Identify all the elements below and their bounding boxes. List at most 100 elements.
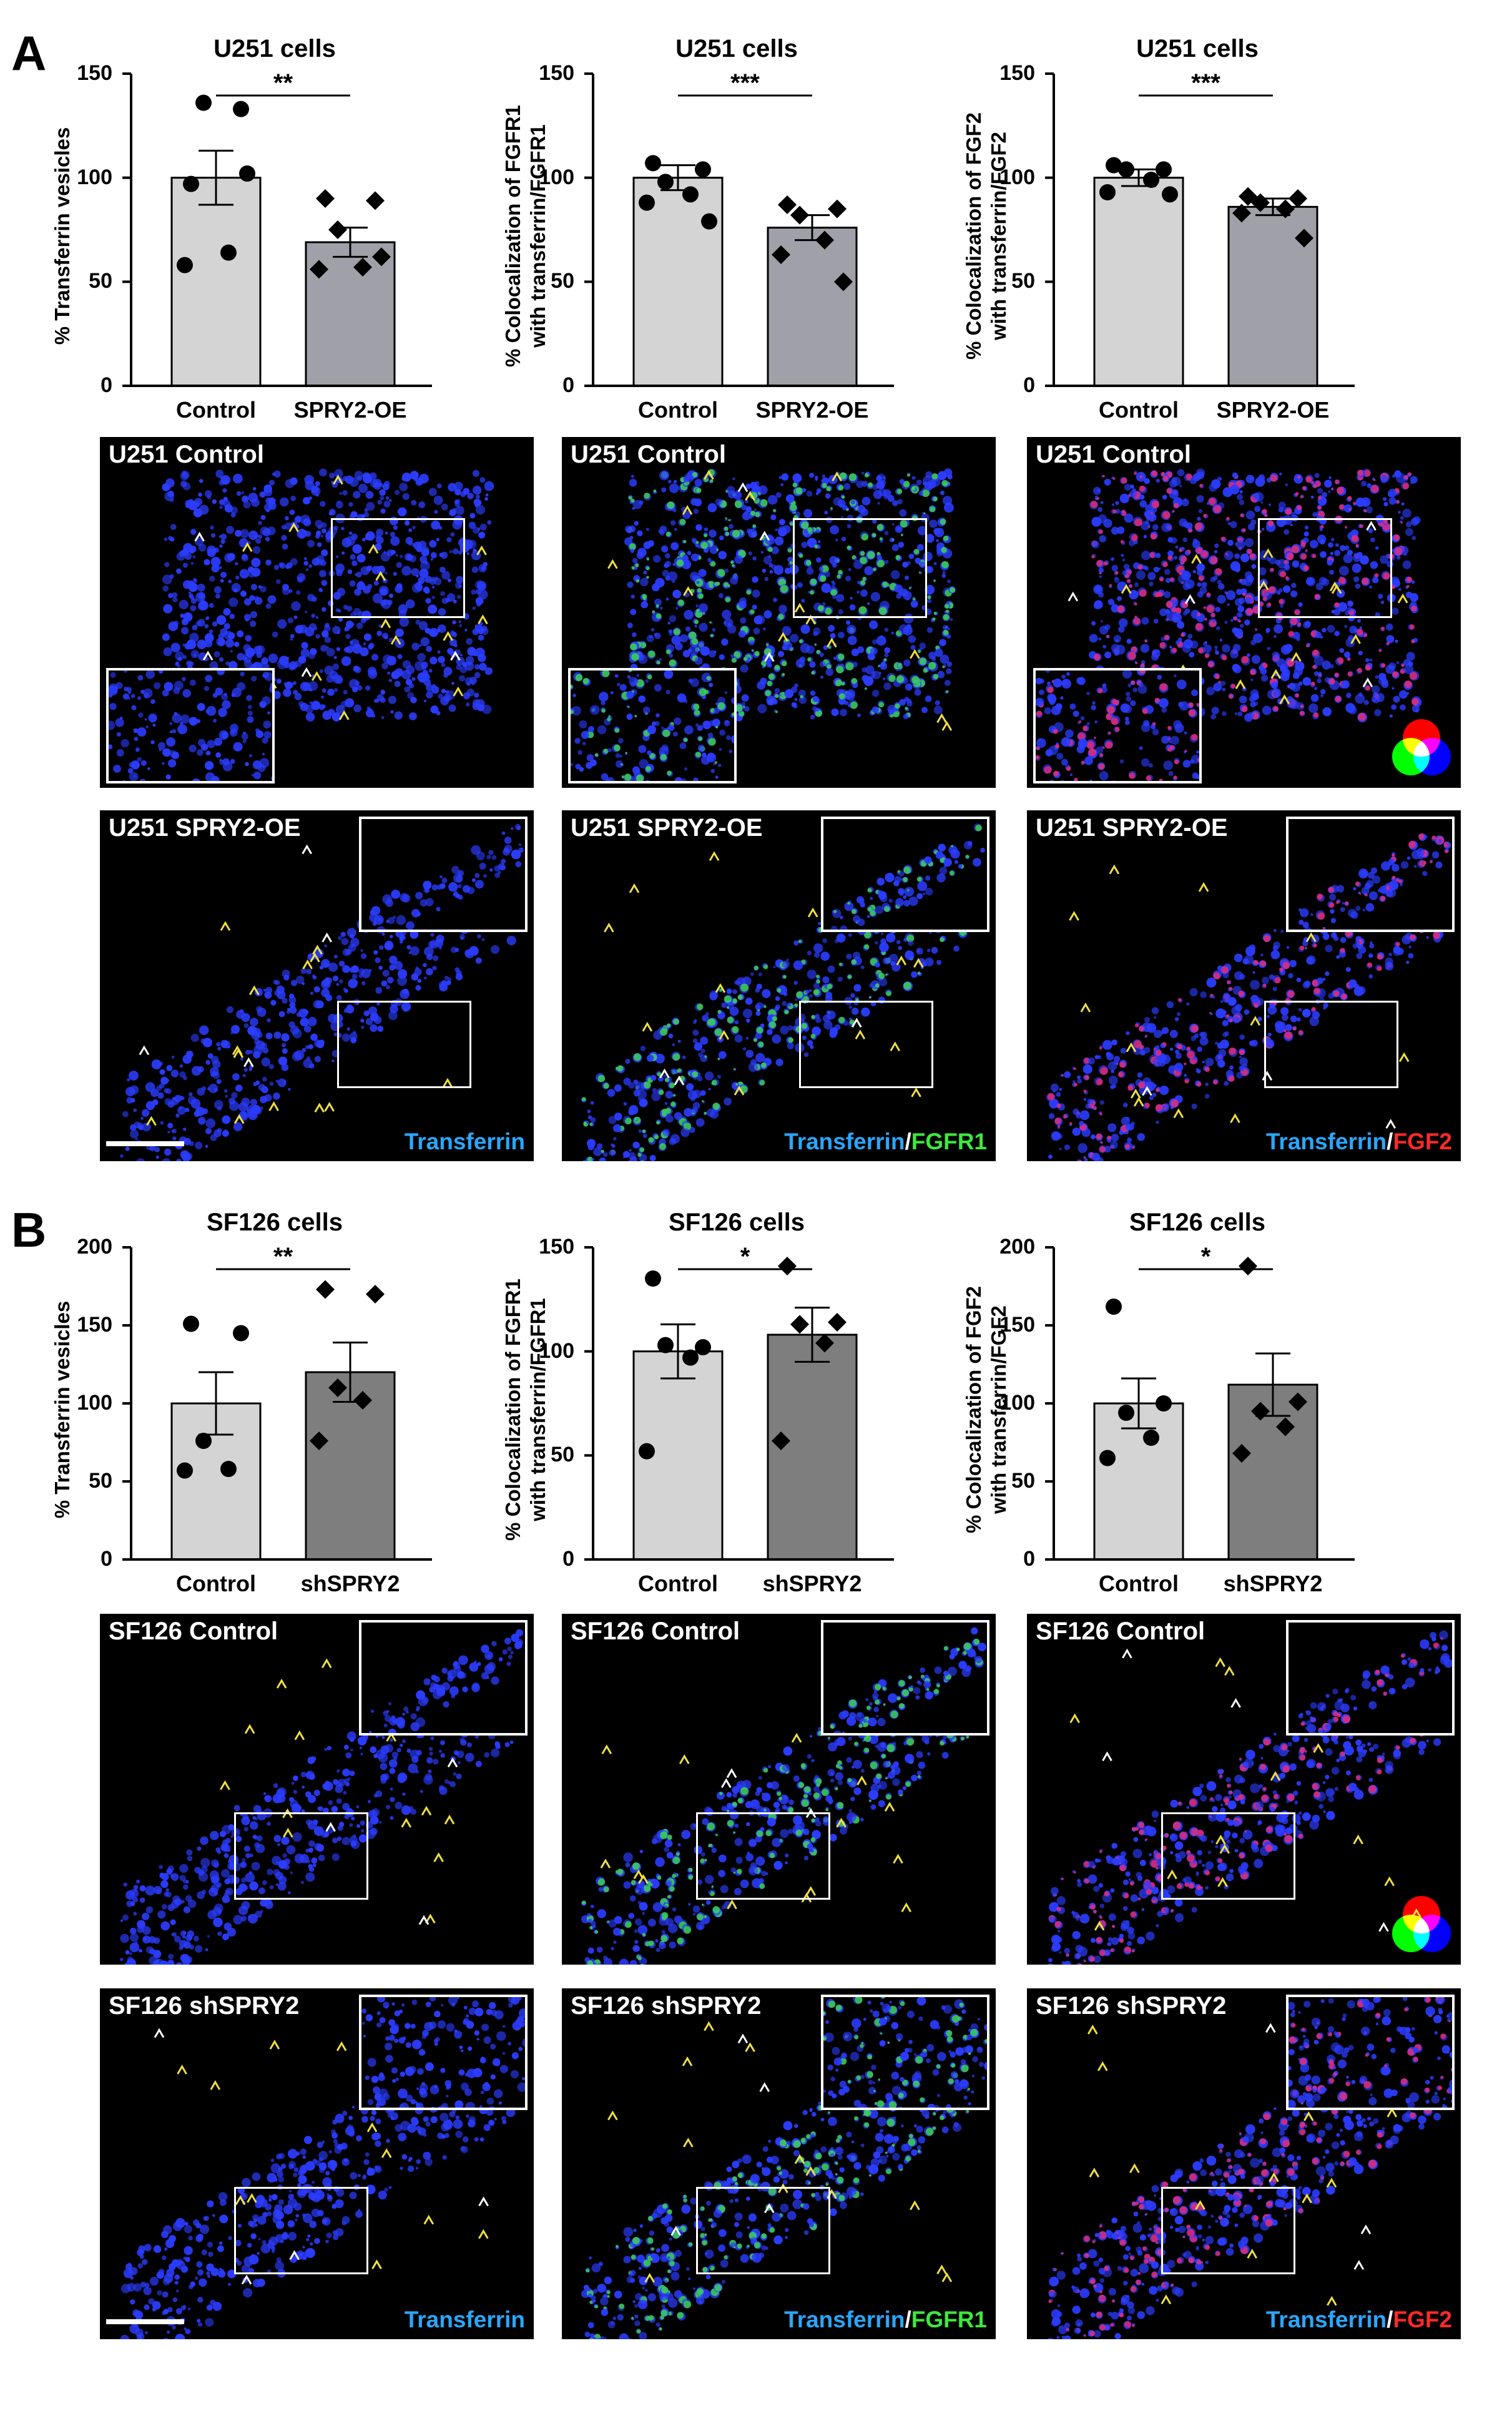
arrowhead-marker bbox=[1247, 2249, 1258, 2259]
arrowhead-marker bbox=[390, 634, 401, 645]
y-tick-label: 100 bbox=[77, 165, 112, 189]
data-point-treatment bbox=[1232, 1444, 1251, 1463]
data-point-treatment bbox=[310, 1431, 328, 1450]
arrowhead-marker bbox=[1303, 2111, 1314, 2121]
arrowhead-marker bbox=[674, 1075, 685, 1086]
arrowhead-marker bbox=[294, 1730, 305, 1741]
data-point-control bbox=[233, 1325, 249, 1342]
zoom-inset bbox=[106, 668, 275, 783]
arrowhead-marker bbox=[827, 637, 837, 648]
arrowhead-marker bbox=[371, 2259, 382, 2269]
caption-fgf2: FGF2 bbox=[1393, 1129, 1452, 1154]
arrowhead-marker bbox=[433, 1852, 444, 1862]
caption-separator: / bbox=[1387, 2307, 1393, 2332]
inset-signal bbox=[571, 670, 734, 781]
y-axis-label-line2: with transferrin/FGFR1 bbox=[526, 1298, 549, 1521]
x-category-label: Control bbox=[638, 1571, 718, 1596]
arrowhead-marker bbox=[1173, 1108, 1184, 1119]
microscopy-image: SF126 shSPRY2 Transferrin/FGFR1 bbox=[562, 1988, 996, 2339]
arrowhead-marker bbox=[1302, 2193, 1312, 2204]
y-tick-label: 150 bbox=[539, 61, 574, 85]
x-category-label: shSPRY2 bbox=[762, 1571, 862, 1596]
y-axis-label: % Colocalization of FGFR1 with transferri… bbox=[501, 61, 551, 411]
data-point-control bbox=[195, 1433, 212, 1449]
arrowhead-marker bbox=[679, 1754, 690, 1764]
arrowhead-marker bbox=[1122, 1648, 1132, 1659]
arrowhead-marker bbox=[146, 1116, 157, 1126]
data-point-treatment bbox=[790, 1315, 809, 1334]
data-point-control bbox=[682, 1349, 699, 1366]
arrowhead-marker bbox=[1129, 2163, 1140, 2174]
arrowhead-marker bbox=[704, 2021, 714, 2031]
region-of-interest-box bbox=[799, 1001, 933, 1088]
arrowhead-marker bbox=[682, 2056, 693, 2066]
arrowhead-marker bbox=[1133, 1096, 1144, 1107]
arrowhead-marker bbox=[607, 559, 618, 569]
y-tick-label: 150 bbox=[999, 61, 1035, 85]
data-point-treatment bbox=[828, 1313, 847, 1332]
channel-caption: Transferrin bbox=[405, 1129, 525, 1155]
arrowhead-marker bbox=[807, 907, 818, 918]
y-tick-label: 50 bbox=[551, 1443, 574, 1467]
y-tick-label: 0 bbox=[562, 1547, 574, 1571]
arrowhead-marker bbox=[443, 631, 453, 641]
arrowhead-marker bbox=[764, 652, 775, 662]
arrowhead-marker bbox=[235, 2195, 246, 2206]
image-label: SF126 Control bbox=[109, 1618, 278, 1645]
arrowhead-marker bbox=[778, 632, 788, 642]
arrowhead-marker bbox=[1263, 548, 1274, 559]
data-point-control bbox=[195, 94, 212, 111]
arrowhead-marker bbox=[194, 531, 205, 542]
arrowhead-marker bbox=[794, 2154, 805, 2164]
arrowhead-marker bbox=[324, 1101, 335, 1112]
data-point-control bbox=[239, 165, 255, 182]
chart-plot bbox=[122, 72, 432, 387]
microscopy-image: U251 Control bbox=[1027, 437, 1461, 788]
caption-transferrin: Transferrin bbox=[1265, 2307, 1387, 2332]
data-point-control bbox=[1118, 1405, 1134, 1421]
arrowhead-marker bbox=[247, 2193, 257, 2203]
y-tick-label: 50 bbox=[89, 1469, 112, 1493]
significance-stars: *** bbox=[730, 69, 760, 97]
arrowhead-marker bbox=[282, 1808, 293, 1819]
data-point-treatment bbox=[353, 258, 372, 277]
data-point-control bbox=[1143, 1430, 1159, 1446]
arrowhead-marker bbox=[644, 2272, 655, 2283]
arrowhead-marker bbox=[1250, 1016, 1261, 1026]
arrowhead-marker bbox=[1089, 2168, 1100, 2178]
image-label: SF126 shSPRY2 bbox=[109, 1992, 300, 2020]
arrowhead-marker bbox=[1080, 1002, 1091, 1013]
data-point-treatment bbox=[328, 220, 347, 239]
arrowhead-marker bbox=[368, 544, 379, 554]
chart-title: U251 cells bbox=[675, 35, 798, 62]
microscopy-image: SF126 Control bbox=[562, 1614, 996, 1965]
data-point-treatment bbox=[778, 195, 797, 214]
zoom-inset bbox=[359, 1620, 528, 1736]
data-point-control bbox=[639, 194, 655, 211]
arrowhead-marker bbox=[288, 522, 299, 533]
region-of-interest-box bbox=[337, 1001, 471, 1088]
y-tick-label: 150 bbox=[999, 1313, 1035, 1337]
data-point-treatment bbox=[815, 1333, 834, 1353]
arrowhead-marker bbox=[1353, 2260, 1365, 2270]
data-point-control bbox=[1106, 157, 1122, 174]
data-point-treatment bbox=[778, 1257, 797, 1275]
scale-bar bbox=[106, 1141, 184, 1146]
arrowhead-marker bbox=[805, 2166, 816, 2176]
arrowhead-marker bbox=[659, 1068, 670, 1079]
arrowhead-marker bbox=[1195, 2200, 1205, 2210]
arrowhead-marker bbox=[450, 651, 461, 661]
arrowhead-marker bbox=[302, 844, 312, 855]
image-label: U251 Control bbox=[1036, 441, 1191, 468]
arrowhead-marker bbox=[476, 545, 487, 556]
arrowhead-marker bbox=[629, 883, 640, 893]
fluorescence-signal bbox=[581, 824, 976, 1161]
arrowhead-marker bbox=[1109, 864, 1120, 875]
image-label: SF126 shSPRY2 bbox=[1036, 1992, 1227, 2020]
data-point-treatment bbox=[328, 1378, 347, 1397]
y-tick-label: 0 bbox=[101, 1547, 112, 1571]
region-of-interest-box bbox=[696, 1812, 830, 1900]
y-tick-label: 100 bbox=[539, 165, 574, 189]
channel-caption: Transferrin bbox=[405, 2307, 525, 2333]
x-category-label: Control bbox=[1099, 397, 1179, 423]
